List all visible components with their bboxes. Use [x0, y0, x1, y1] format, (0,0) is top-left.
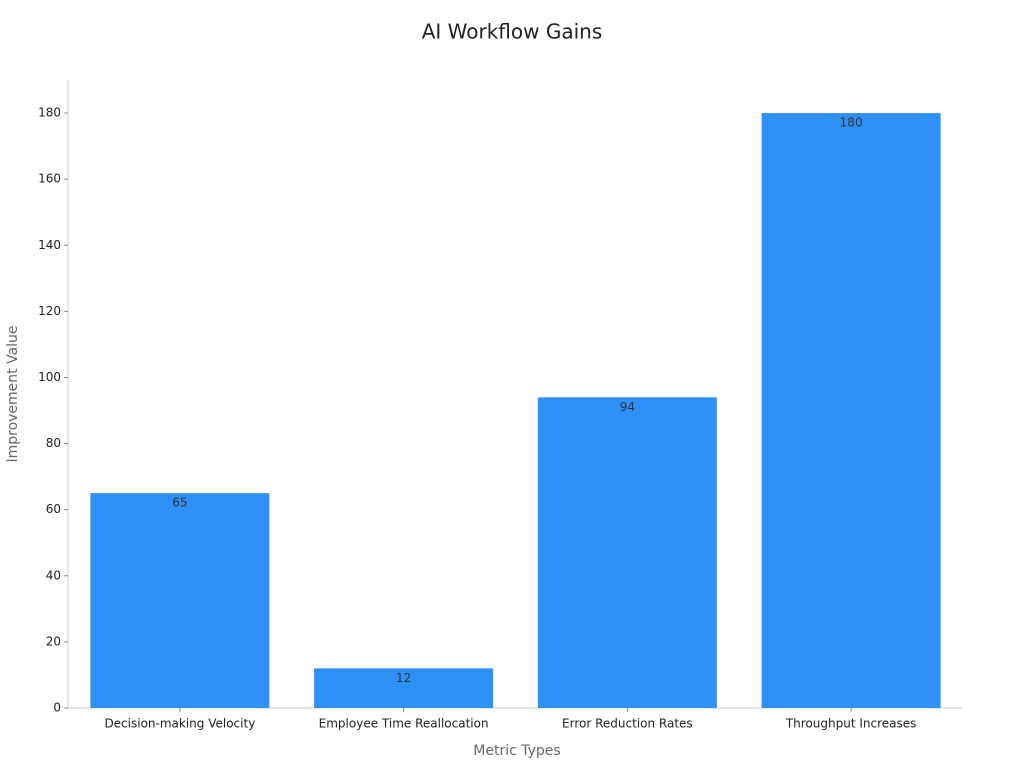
value-label: 65 [172, 496, 187, 510]
bar [90, 493, 270, 708]
x-tick-label: Employee Time Reallocation [319, 717, 489, 731]
x-tick-label: Throughput Increases [785, 717, 917, 731]
x-tick-label: Error Reduction Rates [562, 717, 693, 731]
y-axis-label: Improvement Value [5, 325, 21, 462]
y-tick-label: 0 [53, 701, 61, 715]
y-tick-label: 140 [38, 238, 61, 252]
value-label: 12 [396, 671, 411, 685]
bar [314, 668, 494, 708]
chart-title: AI Workflow Gains [422, 20, 603, 44]
y-tick-label: 100 [38, 370, 61, 384]
y-tick-label: 180 [38, 106, 61, 120]
x-axis-label: Metric Types [473, 743, 560, 759]
value-label: 94 [620, 400, 635, 414]
y-tick-label: 40 [46, 568, 61, 582]
y-tick-label: 160 [38, 172, 61, 186]
x-tick-label: Decision-making Velocity [104, 717, 255, 731]
bar [537, 397, 717, 708]
value-label: 180 [840, 116, 863, 130]
y-tick-label: 120 [38, 304, 61, 318]
y-tick-label: 80 [46, 436, 61, 450]
y-tick-label: 60 [46, 502, 61, 516]
bar [761, 113, 941, 709]
y-tick-label: 20 [46, 634, 61, 648]
